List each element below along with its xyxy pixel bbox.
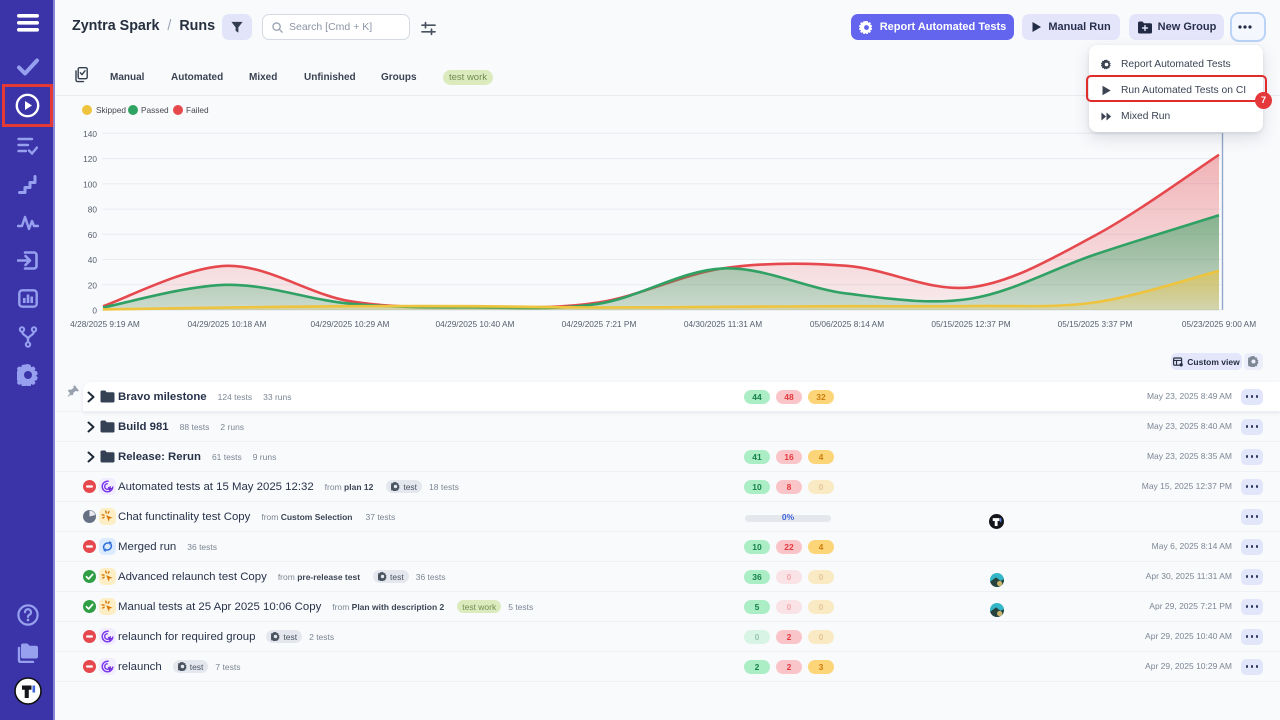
svg-text:05/15/2025 12:37 PM: 05/15/2025 12:37 PM bbox=[931, 319, 1010, 329]
svg-text:60: 60 bbox=[88, 230, 98, 240]
svg-text:40: 40 bbox=[88, 255, 98, 265]
svg-text:0: 0 bbox=[92, 306, 97, 316]
svg-text:04/29/2025 10:40 AM: 04/29/2025 10:40 AM bbox=[436, 319, 515, 329]
svg-text:80: 80 bbox=[88, 205, 98, 215]
svg-text:05/15/2025 3:37 PM: 05/15/2025 3:37 PM bbox=[1058, 319, 1133, 329]
svg-text:05/06/2025 8:14 AM: 05/06/2025 8:14 AM bbox=[810, 319, 884, 329]
svg-text:04/30/2025 11:31 AM: 04/30/2025 11:31 AM bbox=[684, 319, 762, 329]
svg-text:04/29/2025 7:21 PM: 04/29/2025 7:21 PM bbox=[562, 319, 637, 329]
svg-text:100: 100 bbox=[83, 179, 97, 189]
svg-text:4/28/2025 9:19 AM: 4/28/2025 9:19 AM bbox=[70, 319, 140, 329]
svg-text:120: 120 bbox=[83, 154, 97, 164]
svg-text:20: 20 bbox=[88, 280, 98, 290]
svg-text:04/29/2025 10:29 AM: 04/29/2025 10:29 AM bbox=[311, 319, 390, 329]
svg-text:140: 140 bbox=[83, 129, 97, 139]
svg-text:04/29/2025 10:18 AM: 04/29/2025 10:18 AM bbox=[188, 319, 267, 329]
svg-text:05/23/2025 9:00 AM: 05/23/2025 9:00 AM bbox=[1182, 319, 1256, 329]
